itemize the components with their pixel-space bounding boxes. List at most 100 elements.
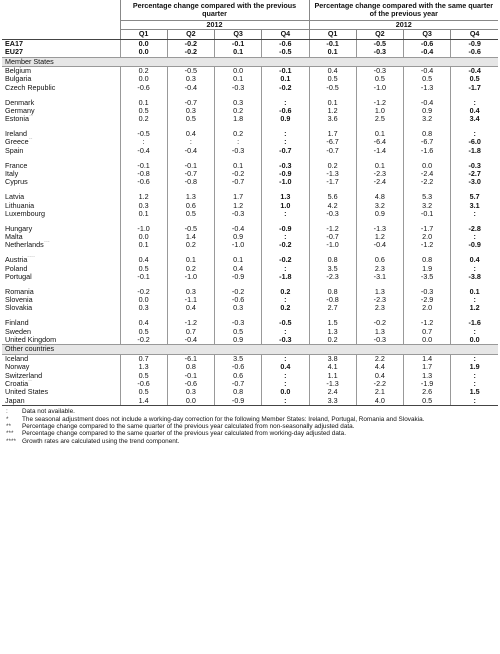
table-row: Hungary -1.0 -0.5 -0.4 -0.9 -1.2 -1.3 -1.7 -2.8: [2, 224, 499, 234]
yoy-q3-cell: -1.6: [402, 146, 451, 156]
yoy-q4-cell: :: [450, 209, 499, 219]
qoq-q4-cell: -0.2: [261, 256, 309, 265]
country-name: Greece: [5, 138, 29, 147]
table-row: Bulgaria 0.0 0.3 0.1 0.1 0.5 0.5 0.5 0.5: [2, 75, 499, 84]
spacer-cell: [402, 249, 451, 257]
table-row: Germany 0.5 0.3 0.2 -0.6 1.2 1.0 0.9 0.4: [2, 106, 499, 116]
qoq-q4-cell: 1.3: [261, 193, 309, 202]
country-cell: Ireland: [2, 130, 120, 138]
yoy-q1-cell: 1.5: [308, 319, 357, 328]
spacer-cell: [213, 218, 262, 225]
yoy-q1-cell: -2.3: [308, 272, 357, 282]
yoy-q1-cell: -1.0: [308, 241, 357, 250]
country-cell: Bulgaria: [2, 75, 120, 83]
yoy-q4-cell: :: [450, 327, 499, 336]
qoq-q1-cell: 0.5: [119, 327, 168, 336]
percentage-change-table: Percentage change compared with the prev…: [2, 0, 499, 407]
spacer-cell: [261, 249, 309, 257]
qoq-q3-cell: 0.1: [213, 256, 262, 265]
country-name: Lithuania: [5, 201, 35, 210]
yoy-q4-cell: :: [450, 296, 499, 305]
footnote-mark: **: [6, 423, 11, 431]
country-cell: Hungary: [2, 225, 120, 233]
qoq-q3-cell: 0.3: [213, 98, 262, 107]
footnote-text: Percentage change compared to the same q…: [22, 430, 346, 438]
qoq-q2-cell: 0.8: [166, 363, 215, 372]
spacer-cell: [355, 186, 404, 194]
qoq-q3-cell: -0.7: [213, 178, 262, 187]
yoy-q1-cell: 0.2: [308, 161, 357, 170]
spacer-cell: [450, 186, 499, 194]
table-row: Slovenia 0.0 -1.1 -0.6: -0.8 -2.3 -2.9:: [2, 296, 499, 305]
yoy-q4-cell: -0.3: [450, 161, 499, 170]
yoy-q3-cell: -1.9: [402, 380, 451, 389]
yoy-q2-cell: -3.1: [355, 272, 404, 282]
spacer-cell: [308, 218, 357, 225]
yoy-q2-cell: 0.9: [355, 209, 404, 219]
qoq-q1-cell: 0.0: [119, 296, 168, 305]
header-blank: [2, 29, 120, 40]
country-cell: Latvia: [2, 193, 120, 201]
qoq-q1-cell: -0.6: [119, 83, 168, 93]
yoy-q1-cell: 3.8: [308, 354, 357, 364]
qoq-q4-cell: -0.3: [261, 335, 309, 345]
yoy-q3-cell: 0.7: [402, 327, 451, 336]
qoq-q1-cell: 0.1: [119, 98, 168, 107]
yoy-q3-cell: 0.0: [402, 335, 451, 345]
country-cell: Switzerland: [2, 372, 120, 380]
section-label: Other countries: [2, 344, 499, 355]
yoy-q3-cell: 1.3: [402, 371, 451, 380]
yoy-q1-cell: -1.3: [308, 169, 357, 179]
yoy-q3-cell: 1.7: [402, 363, 451, 372]
quarter-header: Q4: [261, 29, 309, 40]
qoq-q4-cell: :: [261, 233, 309, 242]
qoq-q4-cell: 0.1: [261, 75, 309, 84]
table-row: Poland 0.5 0.2 0.4:3.5 2.3 1.9:: [2, 264, 499, 273]
yoy-q2-cell: -0.5: [355, 39, 404, 49]
yoy-q3-cell: -1.7: [402, 224, 451, 234]
yoy-q2-cell: 2.5: [355, 115, 404, 124]
spacer-cell: [308, 123, 357, 131]
table-header: Percentage change compared with the prev…: [2, 0, 499, 40]
footnote: *** Percentage change compared to the sam…: [6, 430, 494, 437]
country-name: Germany: [5, 106, 35, 115]
qoq-q1-cell: 0.4: [119, 256, 168, 265]
country-cell: Czech Republic: [2, 84, 120, 92]
yoy-q3-cell: -0.6: [402, 39, 451, 49]
qoq-q3-cell: 0.0: [213, 66, 262, 76]
table-row: Luxembourg 0.1 0.5 -0.3: -0.3 0.9 -0.1:: [2, 209, 499, 219]
spacer-row: [2, 92, 499, 99]
qoq-q3-cell: -0.6: [213, 363, 262, 372]
yoy-q2-cell: 3.2: [355, 201, 404, 210]
spacer-cell: [308, 92, 357, 99]
qoq-q3-cell: -0.3: [213, 146, 262, 156]
spacer-cell: [402, 123, 451, 131]
qoq-q1-cell: 0.5: [119, 371, 168, 380]
yoy-q4-cell: -0.6: [450, 48, 499, 58]
yoy-q3-cell: -1.3: [402, 83, 451, 93]
qoq-q2-cell: 1.3: [166, 193, 215, 202]
qoq-q2-cell: -0.8: [166, 178, 215, 187]
country-cell: Finland: [2, 319, 120, 327]
qoq-q4-cell: -0.9: [261, 169, 309, 179]
country-name: Bulgaria: [5, 75, 32, 84]
yoy-q1-cell: 5.6: [308, 193, 357, 202]
table-row: Finland 0.4 -1.2 -0.3 -0.5 1.5 -0.2 -1.2 -1.6: [2, 319, 499, 328]
spacer-cell: [402, 218, 451, 225]
yoy-q4-cell: :: [450, 396, 499, 407]
yoy-q3-cell: -0.3: [402, 287, 451, 297]
qoq-q1-cell: -0.5: [119, 130, 168, 139]
table-row: Japan 1.4 0.0 -0.9:3.3 4.0 0.5:: [2, 396, 499, 407]
table-row: Spain -0.4 -0.4 -0.3 -0.7 -0.7 -1.4 -1.6 -1.8: [2, 146, 499, 156]
yoy-q3-cell: -0.4: [402, 98, 451, 107]
yoy-q2-cell: 0.1: [355, 161, 404, 170]
yoy-q2-cell: -1.2: [355, 98, 404, 107]
yoy-q3-cell: 0.5: [402, 396, 451, 407]
table-row: Netherlands*** 0.1 0.2 -1.0 -0.2 -1.0 -0.4 -1.2…: [2, 241, 499, 250]
spacer-cell: [450, 249, 499, 257]
qoq-q3-cell: 0.1: [213, 161, 262, 170]
yoy-q3-cell: -1.2: [402, 319, 451, 328]
yoy-q2-cell: -1.3: [355, 224, 404, 234]
yoy-q2-cell: -2.3: [355, 296, 404, 305]
country-name: Iceland: [5, 354, 29, 363]
